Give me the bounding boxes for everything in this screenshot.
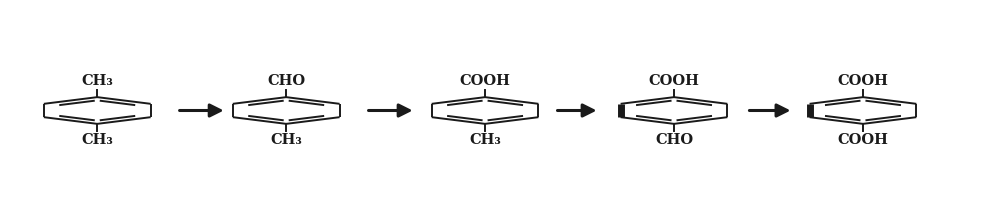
Text: CHO: CHO [655,133,693,147]
Text: COOH: COOH [649,74,699,88]
Text: COOH: COOH [838,74,888,88]
Text: COOH: COOH [460,74,511,88]
Text: CH₃: CH₃ [81,74,113,88]
Text: CH₃: CH₃ [270,133,302,147]
Text: CH₃: CH₃ [81,133,113,147]
Text: COOH: COOH [838,133,888,147]
Text: CH₃: CH₃ [469,133,501,147]
Text: CHO: CHO [267,74,305,88]
